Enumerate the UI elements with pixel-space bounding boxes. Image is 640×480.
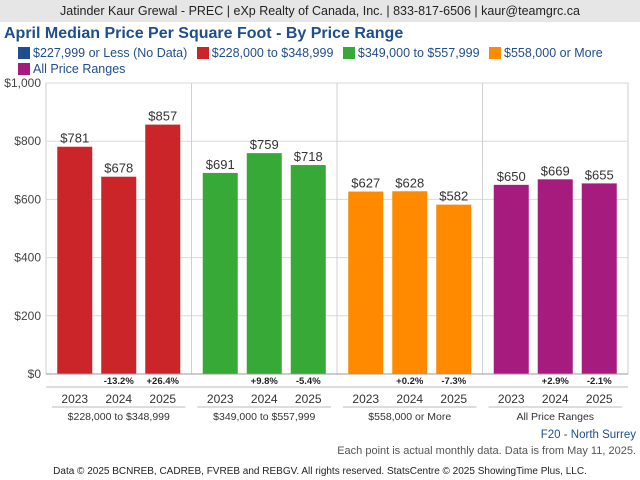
- data-label: $718: [294, 149, 323, 164]
- legend-swatch: [196, 47, 209, 59]
- agent-header: Jatinder Kaur Grewal - PREC | eXp Realty…: [0, 0, 640, 22]
- bar-0-2024: [101, 176, 137, 374]
- change-label: +2.9%: [542, 376, 570, 387]
- data-label: $627: [351, 176, 380, 191]
- legend-label: $558,000 or More: [504, 46, 603, 60]
- data-note: Each point is actual monthly data. Data …: [337, 445, 636, 457]
- x-tick-label: 2025: [440, 392, 467, 406]
- legend-label: $349,000 to $557,999: [357, 46, 480, 60]
- legend-item-no-data: $227,999 or Less (No Data): [18, 45, 187, 61]
- y-tick-label: $800: [14, 134, 41, 148]
- x-tick-label: 2023: [352, 392, 379, 406]
- data-label: $857: [148, 109, 177, 124]
- x-tick-label: 2024: [542, 392, 569, 406]
- bar-1-2025: [290, 165, 326, 374]
- x-tick-label: 2023: [61, 392, 88, 406]
- y-tick-label: $200: [14, 309, 41, 323]
- copyright-footer: Data © 2025 BCNREB, CADREB, FVREB and RE…: [0, 463, 640, 480]
- data-label: $669: [541, 163, 570, 178]
- data-label: $650: [497, 169, 526, 184]
- legend-row-1: $227,999 or Less (No Data) $228,000 to $…: [18, 45, 638, 61]
- legend-label: All Price Ranges: [33, 62, 126, 76]
- legend-row-2: All Price Ranges: [18, 61, 638, 77]
- y-tick-label: $1,000: [4, 76, 41, 90]
- group-label: $349,000 to $557,999: [213, 411, 315, 423]
- legend-item-349k: $349,000 to $557,999: [342, 45, 480, 61]
- group-label: $558,000 or More: [368, 411, 451, 423]
- legend-label: $228,000 to $348,999: [211, 46, 334, 60]
- region-note: F20 - North Surrey: [540, 429, 636, 441]
- data-label: $781: [60, 131, 89, 146]
- change-label: +9.8%: [251, 376, 279, 387]
- x-tick-label: 2025: [149, 392, 176, 406]
- legend-swatch: [18, 47, 30, 59]
- y-tick-label: $0: [28, 367, 42, 381]
- bar-3-2023: [493, 184, 529, 374]
- x-tick-label: 2024: [251, 392, 278, 406]
- change-label: -7.3%: [441, 376, 466, 387]
- bar-2-2025: [436, 204, 472, 374]
- data-label: $759: [250, 137, 279, 152]
- legend-label: $227,999 or Less (No Data): [33, 46, 188, 60]
- y-tick-label: $600: [14, 192, 41, 206]
- data-label: $628: [395, 175, 424, 190]
- bar-chart: $0 $200 $400 $600 $800 $1,000 $781 2023 $678 -13.…: [4, 76, 629, 423]
- x-tick-label: 2024: [396, 392, 423, 406]
- data-label: $691: [206, 157, 235, 172]
- change-label: -2.1%: [587, 376, 612, 387]
- change-label: +26.4%: [147, 376, 180, 387]
- bar-2-2024: [392, 191, 428, 374]
- legend-item-558k: $558,000 or More: [489, 45, 603, 61]
- legend-swatch: [342, 47, 355, 59]
- bar-3-2024: [537, 179, 573, 374]
- group-label: $228,000 to $348,999: [68, 411, 170, 423]
- change-label: +0.2%: [396, 376, 424, 387]
- x-tick-label: 2024: [105, 392, 132, 406]
- legend-item-all: All Price Ranges: [18, 61, 125, 77]
- bar-1-2024: [246, 153, 282, 374]
- x-tick-label: 2023: [207, 392, 234, 406]
- group-label: All Price Ranges: [516, 411, 594, 423]
- legend-swatch: [489, 47, 502, 59]
- legend-swatch: [18, 63, 30, 75]
- x-tick-label: 2025: [586, 392, 613, 406]
- chart-title: April Median Price Per Square Foot - By …: [4, 25, 404, 42]
- bar-1-2023: [202, 172, 238, 374]
- y-tick-label: $400: [14, 251, 41, 265]
- bar-0-2025: [145, 124, 181, 374]
- legend-item-228k: $228,000 to $348,999: [196, 45, 334, 61]
- bar-3-2025: [581, 183, 617, 374]
- legend: $227,999 or Less (No Data) $228,000 to $…: [18, 45, 638, 77]
- change-label: -5.4%: [296, 376, 321, 387]
- data-label: $582: [439, 189, 468, 204]
- bar-2-2023: [348, 191, 384, 374]
- x-tick-label: 2023: [498, 392, 525, 406]
- data-label: $678: [104, 161, 133, 176]
- data-label: $655: [585, 167, 614, 182]
- bar-0-2023: [57, 146, 93, 374]
- change-label: -13.2%: [104, 376, 135, 387]
- x-tick-label: 2025: [295, 392, 322, 406]
